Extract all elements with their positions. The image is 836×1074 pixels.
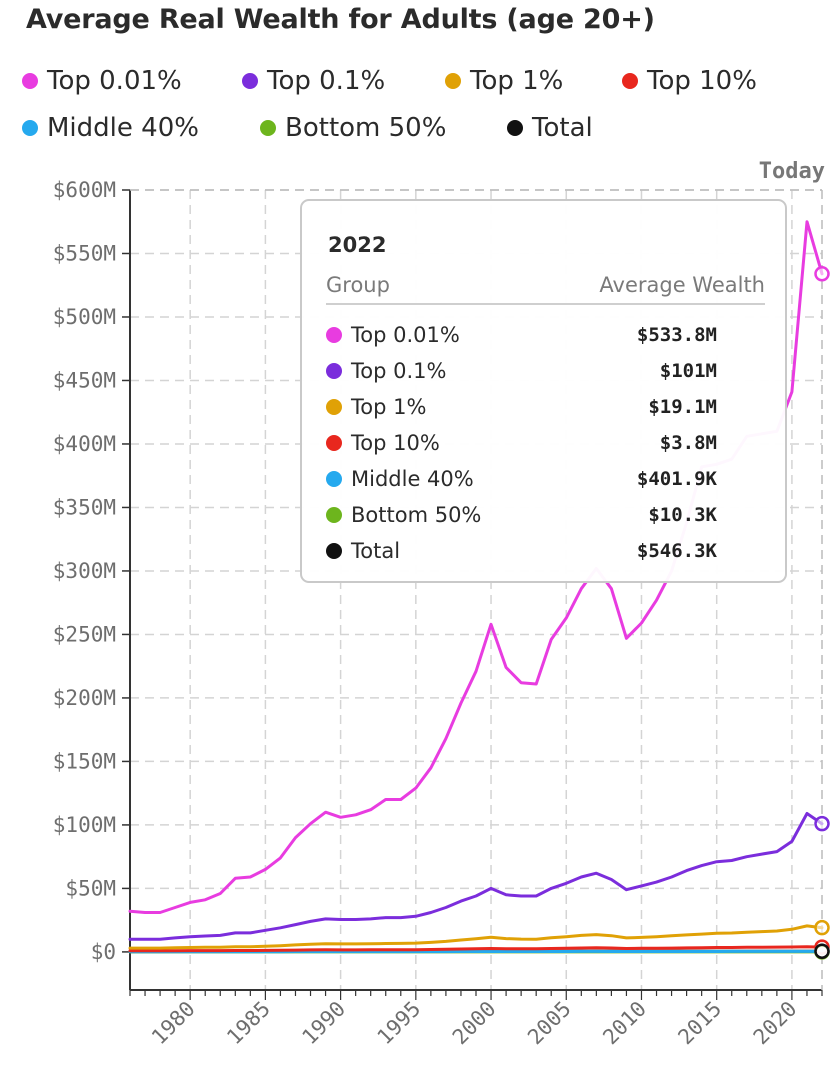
row-dot	[326, 399, 342, 415]
legend-item-top-001[interactable]: Top 0.01%	[22, 66, 182, 96]
legend-dot	[445, 73, 461, 89]
legend-item-middle-40[interactable]: Middle 40%	[22, 113, 199, 143]
legend-dot	[22, 120, 38, 136]
y-tick-label: $550M	[53, 241, 116, 265]
x-tick-label: 2005	[523, 997, 576, 1050]
series-line	[128, 924, 824, 950]
row-dot	[326, 363, 342, 379]
legend-label: Top 0.1%	[267, 66, 386, 96]
row-value: $19.1M	[648, 396, 717, 418]
tooltip-col-group: Group	[326, 273, 390, 297]
row-value: $3.8M	[659, 432, 717, 454]
row-label: Top 1%	[351, 395, 427, 419]
row-label: Top 0.1%	[351, 359, 447, 383]
row-value: $10.3K	[648, 504, 717, 526]
tooltip-row: Top 10% $3.8M	[326, 427, 717, 459]
row-value: $546.3K	[636, 540, 717, 562]
x-tick-label: 2015	[673, 997, 726, 1050]
chart-title: Average Real Wealth for Adults (age 20+)	[26, 4, 655, 35]
x-tick-label: 2010	[598, 997, 651, 1050]
tooltip-row: Top 1% $19.1M	[326, 391, 717, 423]
y-tick-label: $400M	[53, 432, 116, 456]
y-tick-label: $50M	[65, 876, 116, 900]
y-tick-label: $500M	[53, 305, 116, 329]
y-axis-tick-labels: $0 $50M $100M $150M $200M $250M $300M $350M $400…	[53, 178, 116, 964]
x-tick-label: 2000	[448, 997, 501, 1050]
today-label: Today	[759, 159, 825, 184]
y-tick-label: $0	[91, 940, 116, 964]
legend-label: Middle 40%	[47, 113, 199, 143]
x-tick-label: 2020	[749, 997, 802, 1050]
series-line	[128, 945, 824, 953]
row-dot	[326, 327, 342, 343]
x-axis-tick-labels: 1980 1985 1990 1995 2000 2005 2010 2015 2020	[147, 997, 801, 1050]
row-label: Top 0.01%	[351, 323, 460, 347]
y-tick-label: $250M	[53, 622, 116, 646]
tooltip-row: Top 0.01% $533.8M	[326, 319, 717, 351]
row-label: Bottom 50%	[351, 503, 482, 527]
row-value: $401.9K	[636, 468, 717, 490]
legend-label: Bottom 50%	[285, 113, 447, 143]
row-label: Total	[351, 539, 401, 563]
row-dot	[326, 507, 342, 523]
series-end-marker	[814, 815, 830, 832]
legend-dot	[242, 73, 258, 89]
series-line	[128, 812, 824, 941]
series-end-marker	[814, 943, 830, 959]
end-markers	[814, 266, 830, 960]
legend-dot	[622, 73, 638, 89]
y-tick-label: $450M	[53, 368, 116, 392]
axes	[122, 189, 823, 1000]
legend-dot	[507, 120, 523, 136]
x-tick-label: 1990	[297, 997, 350, 1050]
row-label: Middle 40%	[351, 467, 474, 491]
x-tick-label: 1985	[222, 997, 275, 1050]
legend-dot	[260, 120, 276, 136]
x-tick-label: 1980	[147, 997, 200, 1050]
tooltip-row: Bottom 50% $10.3K	[326, 499, 717, 531]
row-value: $533.8M	[636, 324, 717, 346]
row-dot	[326, 471, 342, 487]
legend-item-top-10[interactable]: Top 10%	[622, 66, 757, 96]
row-dot	[326, 543, 342, 559]
y-tick-label: $100M	[53, 813, 116, 837]
tooltip-year: 2022	[328, 233, 387, 257]
legend-label: Top 1%	[470, 66, 564, 96]
tooltip-header: Group Average Wealth	[326, 273, 765, 305]
y-tick-label: $600M	[53, 178, 116, 202]
legend-item-top-1[interactable]: Top 1%	[445, 66, 563, 96]
tooltip-row: Top 0.1% $101M	[326, 355, 717, 387]
legend-label: Top 0.01%	[47, 66, 182, 96]
tooltip-row: Total $546.3K	[326, 535, 717, 567]
legend-dot	[22, 73, 38, 89]
y-tick-label: $300M	[53, 559, 116, 583]
x-tick-label: 1995	[373, 997, 426, 1050]
row-label: Top 10%	[351, 431, 440, 455]
tooltip-col-value: Average Wealth	[599, 273, 765, 297]
y-tick-label: $200M	[53, 686, 116, 710]
tooltip: 2022 Group Average Wealth Top 0.01% $533.…	[300, 199, 787, 583]
legend-item-total[interactable]: Total	[507, 113, 593, 143]
legend-label: Total	[532, 113, 593, 143]
series-end-marker	[814, 266, 830, 282]
row-dot	[326, 435, 342, 451]
legend-item-bottom-50[interactable]: Bottom 50%	[260, 113, 446, 143]
legend-label: Top 10%	[647, 66, 757, 96]
row-value: $101M	[659, 360, 717, 382]
y-tick-label: $150M	[53, 749, 116, 773]
tooltip-row: Middle 40% $401.9K	[326, 463, 717, 495]
legend-item-top-01[interactable]: Top 0.1%	[242, 66, 385, 96]
series-end-marker	[814, 919, 830, 936]
y-tick-label: $350M	[53, 495, 116, 519]
